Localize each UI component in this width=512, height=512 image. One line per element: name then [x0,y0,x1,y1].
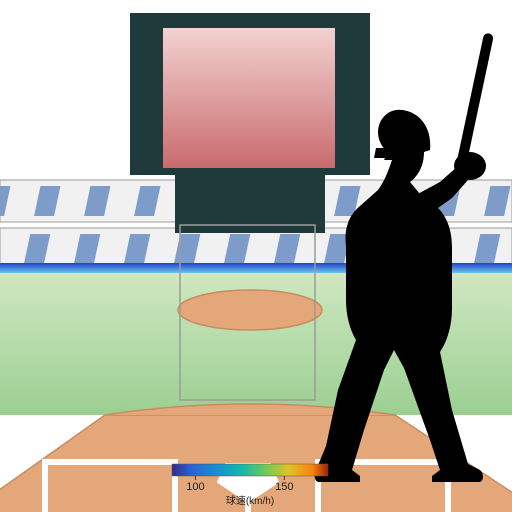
svg-text:150: 150 [275,481,293,493]
pitchers-mound [178,290,322,330]
legend-title: 球速(km/h) [226,494,274,507]
pitch-location-scene: 100 150球速(km/h) [0,0,512,512]
svg-text:100: 100 [186,481,204,493]
